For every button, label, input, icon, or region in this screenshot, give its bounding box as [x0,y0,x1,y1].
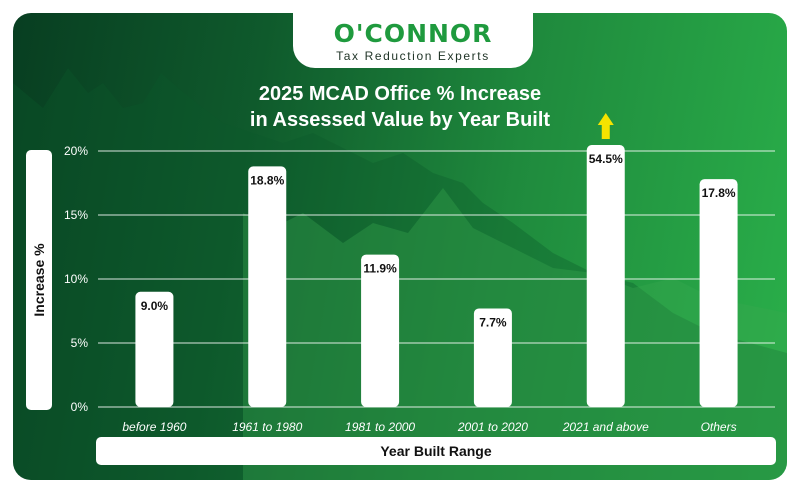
up-arrow-icon [597,113,614,139]
bar [361,254,400,407]
bar-value-label: 18.8% [250,173,284,187]
y-tick-label: 20% [64,144,88,158]
x-tick-label: before 1960 [122,420,186,434]
x-tick-label: 2001 to 2020 [457,420,528,434]
bar [586,145,625,407]
x-tick-label: Others [701,420,737,434]
y-tick-label: 15% [64,208,88,222]
bar [248,166,287,407]
brand-tagline: Tax Reduction Experts [336,49,490,63]
logo-banner: O'CONNOR Tax Reduction Experts [293,13,533,68]
x-tick-label: 1961 to 1980 [232,420,302,434]
bar-value-label: 54.5% [589,152,623,166]
bar-value-label: 9.0% [141,299,169,313]
bar [699,179,738,407]
plot-area: 0% 5% 10% 15% 20% 9.0% before 1960 18.8% 1961 to… [64,113,775,434]
x-tick-label: 2021 and above [562,420,649,434]
bar [473,308,512,407]
y-tick-label: 0% [71,400,89,414]
y-tick-label: 10% [64,272,88,286]
brand-logo-text: O'CONNOR [333,19,493,48]
x-axis-title: Year Built Range [380,443,492,459]
y-axis-title-box [26,150,52,410]
chart-card: O'CONNOR Tax Reduction Experts 2025 MCAD… [13,13,787,480]
bar-value-label: 17.8% [702,186,736,200]
x-tick-label: 1981 to 2000 [345,420,415,434]
chart-title-line-1: 2025 MCAD Office % Increase [258,83,542,105]
bar-value-label: 7.7% [479,315,507,329]
x-axis-title-box [96,437,776,465]
bar-value-label: 11.9% [363,262,397,276]
y-tick-label: 5% [71,336,89,350]
bar [135,291,174,407]
chart-title-line-2: in Assessed Value by Year Built [249,109,551,131]
